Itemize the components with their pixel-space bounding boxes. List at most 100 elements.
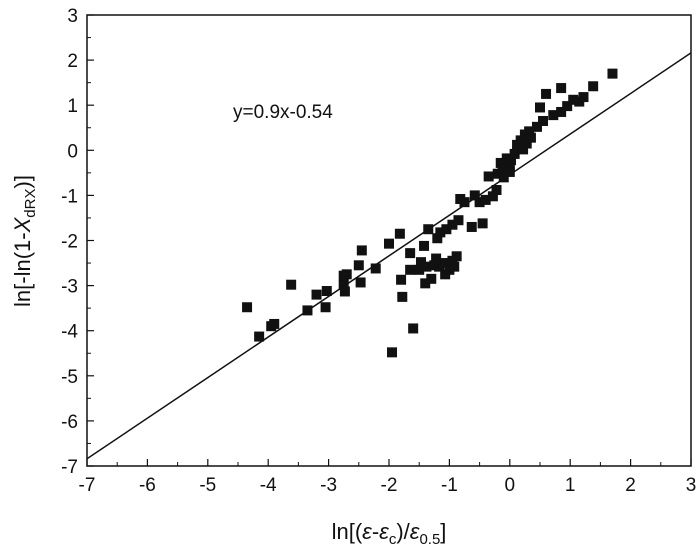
data-point: [320, 302, 331, 313]
data-point: [356, 245, 367, 256]
fit-line-layer: [87, 52, 691, 460]
data-point: [311, 289, 322, 300]
y-tick-label: -3: [61, 277, 78, 298]
data-point: [353, 260, 364, 271]
data-point: [480, 194, 491, 205]
data-point: [405, 264, 416, 275]
data-point: [497, 164, 508, 175]
data-point: [498, 172, 509, 183]
x-tick-label: 1: [565, 475, 576, 496]
x-tick-label: -5: [199, 475, 216, 496]
data-point: [286, 279, 297, 290]
data-point: [568, 94, 579, 105]
data-point: [420, 278, 431, 289]
data-point: [339, 286, 350, 297]
x-tick-label: 2: [625, 475, 636, 496]
x-tick-label: -3: [320, 475, 337, 496]
y-tick-label: -7: [61, 457, 78, 478]
x-tick-label: -6: [139, 475, 156, 496]
data-point: [504, 161, 515, 172]
y-tick-label: 2: [67, 51, 78, 72]
data-point: [562, 101, 573, 112]
y-tick-label: -1: [61, 186, 78, 207]
data-point: [504, 166, 515, 177]
data-point: [321, 286, 332, 297]
data-point: [506, 155, 517, 166]
x-tick-label: 0: [505, 475, 516, 496]
data-point: [355, 277, 366, 288]
y-tick-label: 0: [67, 141, 78, 162]
data-point: [384, 238, 394, 249]
data-point: [548, 110, 559, 121]
data-point: [426, 273, 437, 284]
data-point: [414, 264, 425, 275]
x-axis: -7 -6 -5 -4 -3 -2 -1 0 1 2 3: [79, 459, 697, 496]
data-point: [515, 135, 526, 146]
data-point: [588, 81, 599, 92]
data-point: [441, 224, 452, 235]
x-tick-label: -7: [79, 475, 96, 496]
y-axis-title: ln[-ln(1-XdRX)]: [10, 175, 39, 307]
data-point: [474, 197, 485, 208]
data-point: [524, 126, 535, 137]
data-point: [416, 257, 427, 268]
data-point: [518, 144, 529, 155]
data-point: [483, 171, 494, 182]
data-point: [269, 318, 280, 329]
data-points: [242, 68, 618, 358]
data-point: [396, 274, 407, 285]
data-point: [556, 83, 567, 94]
data-point: [487, 191, 498, 202]
data-point: [394, 228, 405, 239]
y-tick-label: 1: [67, 96, 78, 117]
data-point: [302, 305, 313, 316]
data-point: [453, 215, 464, 226]
data-point: [419, 240, 430, 251]
data-point: [607, 68, 618, 79]
data-point: [491, 184, 502, 195]
data-point: [535, 102, 545, 113]
data-point: [341, 269, 352, 280]
y-axis: 3 2 1 0 -1 -2 -3 -4 -5 -6 -7: [61, 6, 94, 478]
fit-line: [87, 52, 691, 460]
data-point: [242, 302, 253, 313]
data-point: [466, 221, 477, 232]
data-point: [431, 253, 442, 264]
data-point: [435, 227, 446, 238]
data-point: [338, 279, 349, 290]
data-point: [387, 347, 398, 358]
data-point: [556, 106, 567, 117]
data-point: [495, 157, 506, 168]
data-point: [541, 88, 552, 99]
data-point: [469, 190, 480, 201]
data-point: [531, 121, 542, 132]
data-point: [423, 224, 434, 235]
data-point: [438, 258, 449, 269]
y-tick-label: -2: [61, 232, 78, 253]
x-tick-label: 3: [686, 475, 697, 496]
data-point: [370, 263, 381, 274]
data-point: [477, 218, 488, 229]
fit-equation-annotation: y=0.9x-0.54: [233, 102, 333, 123]
data-point: [449, 261, 460, 272]
y-tick-label: -5: [61, 367, 78, 388]
data-point: [509, 148, 520, 159]
data-point: [254, 331, 265, 342]
y-tick-label: -4: [61, 322, 78, 343]
y-tick-label: 3: [67, 6, 78, 27]
data-point: [432, 233, 443, 244]
x-tick-label: -4: [260, 475, 277, 496]
data-point: [521, 138, 532, 149]
data-point: [447, 219, 458, 230]
x-tick-label: -2: [381, 475, 398, 496]
data-point: [578, 92, 589, 103]
data-point: [459, 197, 470, 208]
data-point: [421, 261, 432, 272]
data-point: [451, 251, 462, 262]
x-tick-label: -1: [441, 475, 458, 496]
data-point: [525, 132, 536, 143]
y-tick-label: -6: [61, 412, 78, 433]
data-point: [405, 248, 416, 259]
data-point: [408, 323, 419, 334]
